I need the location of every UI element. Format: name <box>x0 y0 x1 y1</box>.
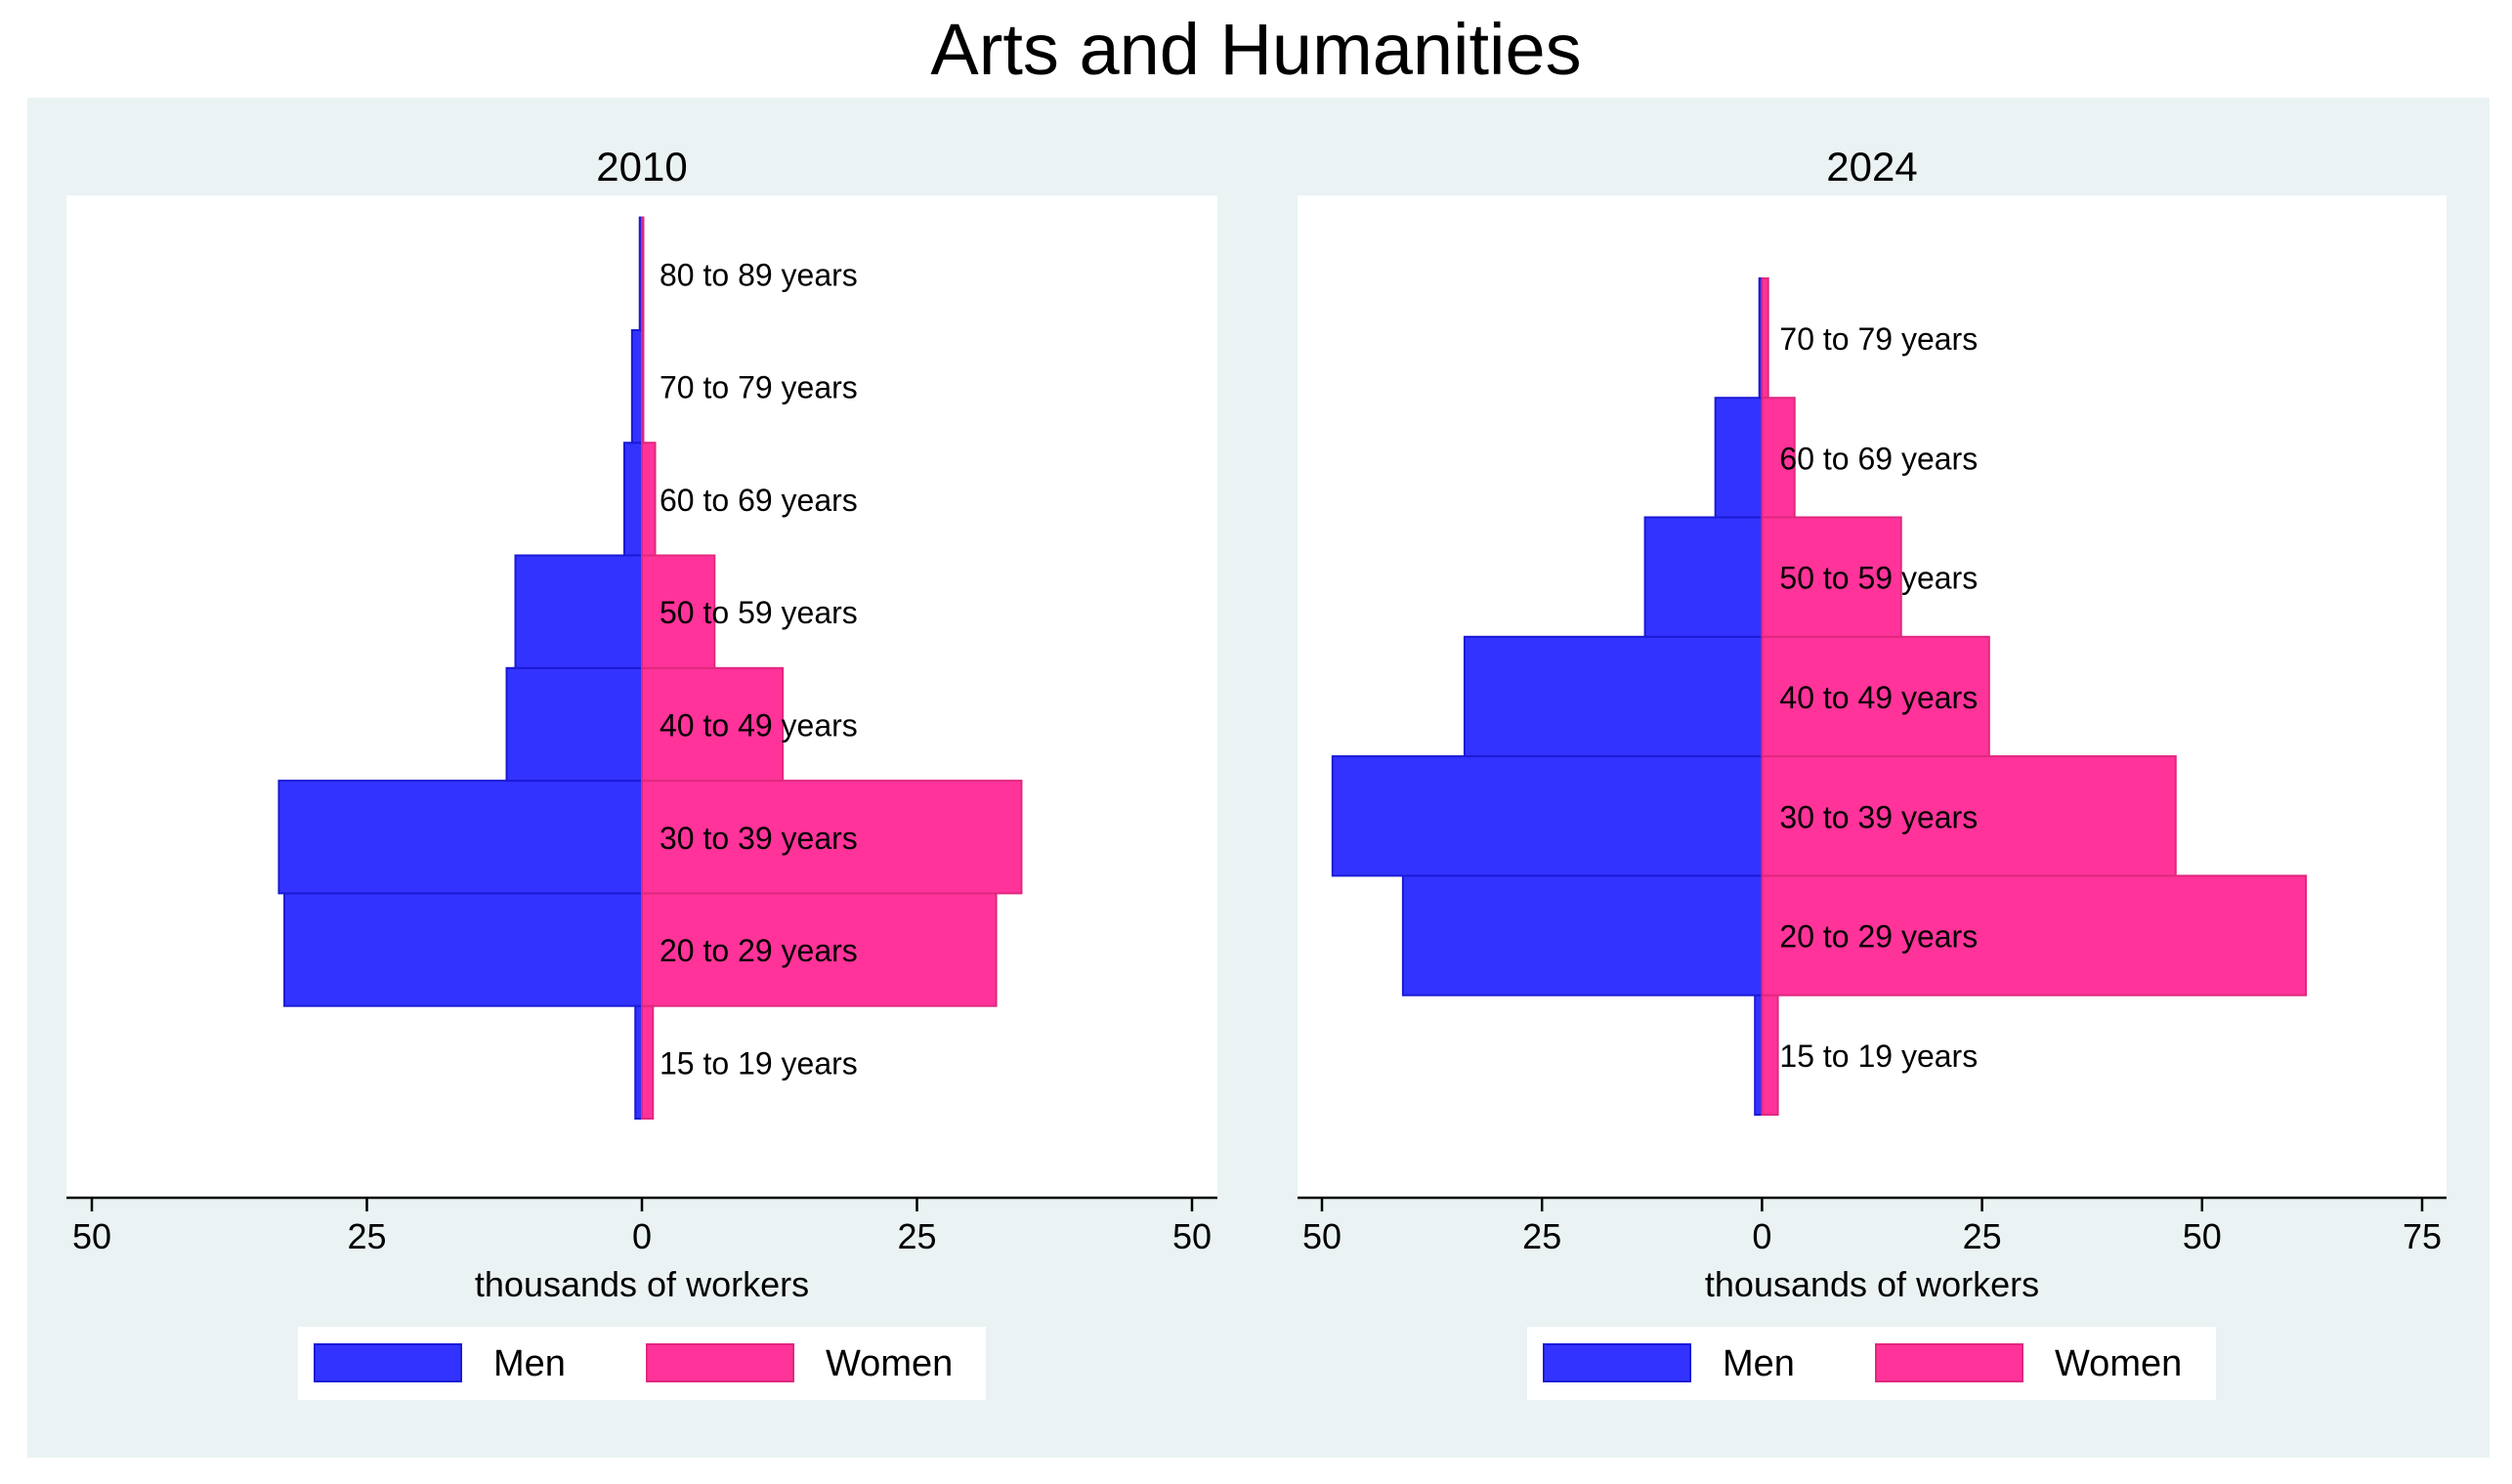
legend-swatch-women <box>646 1343 794 1382</box>
bar-women <box>1761 516 1902 638</box>
bar-men <box>505 666 644 783</box>
bar-women <box>641 780 1023 895</box>
bar-men <box>514 554 644 669</box>
category-label: 40 to 49 years <box>1779 680 1978 715</box>
category-label: 50 to 59 years <box>660 595 858 630</box>
category-label: 60 to 69 years <box>660 483 858 518</box>
bar-women <box>641 892 998 1007</box>
legend-label-women: Women <box>2055 1343 2182 1384</box>
x-tick-label: 0 <box>1752 1216 1771 1256</box>
bar-women <box>641 1004 655 1120</box>
bar-women <box>641 328 645 445</box>
legend-swatch-men <box>314 1343 462 1382</box>
bar-women <box>1761 397 1796 519</box>
bar-women <box>641 554 716 669</box>
bar-women <box>641 216 645 331</box>
bar-men <box>1643 516 1764 638</box>
main-title: Arts and Humanities <box>930 9 1582 90</box>
bar-women <box>1761 994 1779 1117</box>
category-label: 70 to 79 years <box>1779 321 1978 357</box>
bar-men <box>1463 635 1764 758</box>
x-tick-label: 50 <box>72 1216 111 1256</box>
x-tick-label: 75 <box>2403 1216 2442 1256</box>
bar-women <box>1761 755 2177 877</box>
bar-men <box>1331 755 1764 877</box>
legend-label-women: Women <box>826 1343 953 1384</box>
legend-label-men: Men <box>1723 1343 1795 1384</box>
x-tick-label: 25 <box>347 1216 386 1256</box>
x-tick-label: 25 <box>1522 1216 1561 1256</box>
bar-men <box>1754 994 1764 1117</box>
bar-men <box>277 780 643 895</box>
legend-swatch-women <box>1875 1343 2023 1382</box>
legend: Men Women <box>298 1327 986 1400</box>
bar-women <box>1761 635 1990 758</box>
x-tick-label: 25 <box>897 1216 936 1256</box>
chart-2024: 2024 15 to 19 years 20 to 29 years 30 to 39… <box>1298 144 2447 1400</box>
category-label: 30 to 39 years <box>1779 799 1978 834</box>
bar-men <box>630 328 644 445</box>
category-label: 80 to 89 years <box>660 257 858 292</box>
category-label: 60 to 69 years <box>1779 441 1978 476</box>
bar-men <box>622 442 644 557</box>
subplot-title: 2024 <box>1826 144 1917 190</box>
bar-women <box>641 666 785 783</box>
category-label: 15 to 19 years <box>1779 1039 1978 1074</box>
bar-women <box>641 442 657 557</box>
legend-label-men: Men <box>493 1343 566 1384</box>
bar-women <box>1761 276 1769 400</box>
x-tick-label: 50 <box>1172 1216 1212 1256</box>
x-axis-label: thousands of workers <box>1705 1264 2039 1304</box>
legend-swatch-men <box>1543 1343 1691 1382</box>
x-tick-label: 50 <box>1302 1216 1341 1256</box>
category-label: 40 to 49 years <box>660 707 858 742</box>
x-tick-label: 0 <box>632 1216 652 1256</box>
category-label: 30 to 39 years <box>660 821 858 856</box>
subplot-title: 2010 <box>596 144 687 190</box>
category-label: 15 to 19 years <box>660 1045 858 1081</box>
bar-men <box>634 1004 644 1120</box>
category-label: 50 to 59 years <box>1779 561 1978 596</box>
x-axis-label: thousands of workers <box>475 1264 809 1304</box>
bar-women <box>1761 874 2308 996</box>
bar-men <box>1714 397 1764 519</box>
legend: Men Women <box>1527 1327 2216 1400</box>
x-tick-label: 50 <box>2183 1216 2222 1256</box>
category-label: 70 to 79 years <box>660 370 858 405</box>
x-tick-label: 25 <box>1963 1216 2002 1256</box>
category-label: 20 to 29 years <box>1779 919 1978 954</box>
bar-men <box>1401 874 1764 996</box>
bar-men <box>283 892 643 1007</box>
chart-2010: 2010 15 to 19 years 20 to 29 years 30 to 39… <box>66 144 1217 1400</box>
category-label: 20 to 29 years <box>660 933 858 968</box>
